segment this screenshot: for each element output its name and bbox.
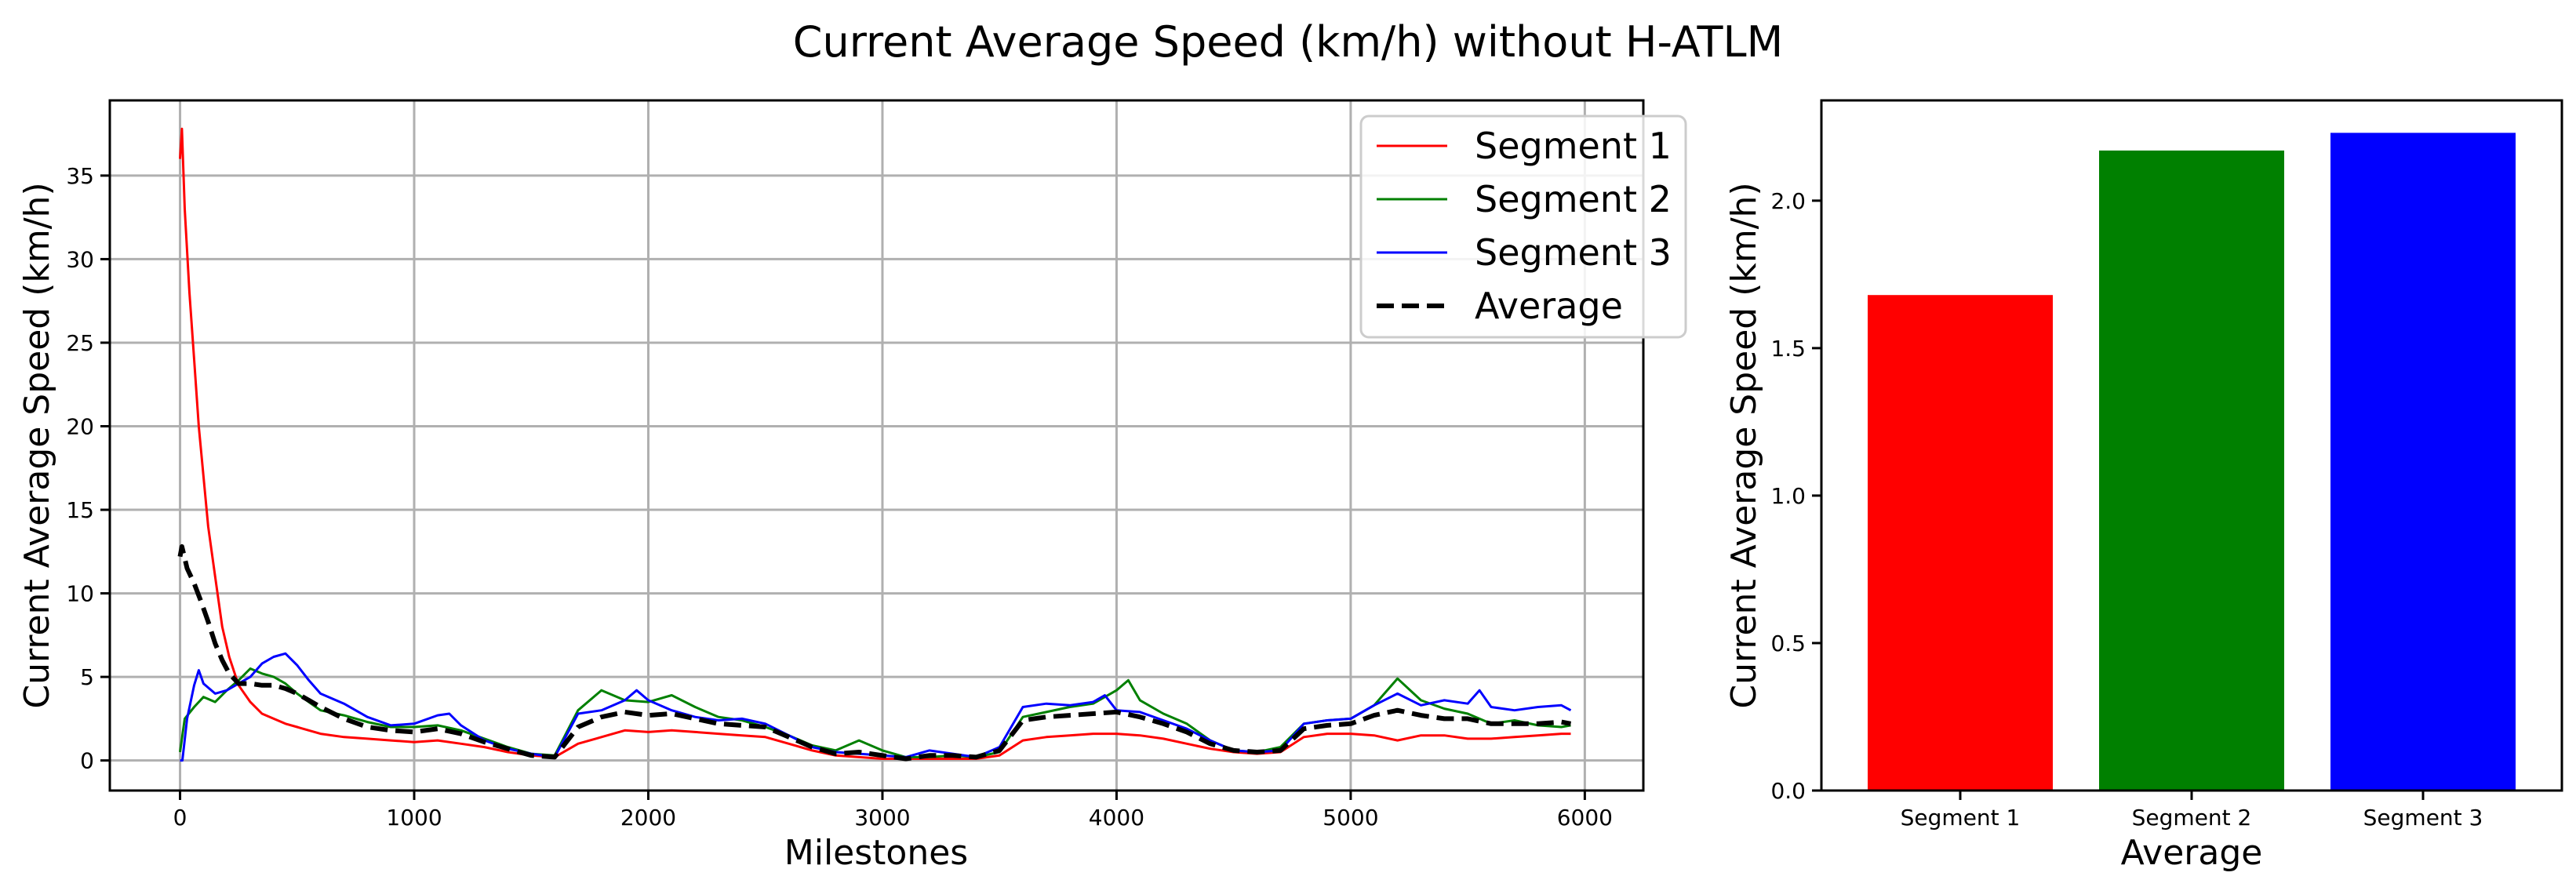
legend-label-segment-1: Segment 1 [1475, 125, 1672, 167]
legend: Segment 1 Segment 2 Segment 3 Average [1359, 115, 1687, 339]
line-chart-y-tick-label: 35 [66, 163, 94, 189]
line-chart-x-label: Milestones [784, 833, 968, 873]
figure-title: Current Average Speed (km/h) without H-A… [793, 17, 1783, 67]
legend-label-segment-3: Segment 3 [1475, 231, 1672, 274]
bar-chart-y-tick-label: 2.0 [1770, 188, 1806, 214]
line-chart-y-tick-label: 20 [66, 413, 94, 439]
bar-chart-y-tick-label: 1.5 [1770, 336, 1806, 362]
bar-chart-y-tick-label: 1.0 [1770, 483, 1806, 509]
series-line-average [177, 543, 1572, 762]
bar-segment-3 [2330, 133, 2516, 791]
bar-chart-bars [1868, 133, 2516, 791]
bar-chart: Segment 1 Segment 2 Segment 3 0.0 0.5 1.0 1.5… [1724, 99, 2563, 873]
line-chart-x-tick-label: 4000 [1089, 805, 1144, 831]
line-chart-x-tick-label: 3000 [854, 805, 910, 831]
line-chart-y-tick-label: 10 [66, 581, 94, 607]
line-chart-x-tick-label: 2000 [620, 805, 676, 831]
bar-chart-x-label: Average [2121, 833, 2263, 873]
line-chart-y-tick-label: 25 [66, 330, 94, 356]
legend-label-segment-2: Segment 2 [1475, 178, 1672, 220]
line-chart-y-tick-label: 5 [80, 664, 94, 690]
series-line-segment-1 [179, 127, 1571, 760]
line-chart-y-label: Current Average Speed (km/h) [17, 182, 57, 708]
line-chart-x-tick-label: 0 [173, 805, 187, 831]
series-line-segment-3 [180, 652, 1572, 762]
line-chart-y-tick-label: 0 [80, 748, 94, 774]
legend-label-average: Average [1475, 285, 1623, 327]
line-chart-series [177, 127, 1572, 762]
bar-chart-y-tick-label: 0.0 [1770, 778, 1806, 804]
line-chart-x-tick-label: 1000 [386, 805, 442, 831]
line-chart-x-tick-label: 5000 [1323, 805, 1378, 831]
bar-chart-x-ticks: Segment 1 Segment 2 Segment 3 [1901, 791, 2483, 831]
line-chart-y-tick-label: 30 [66, 246, 94, 272]
bar-segment-2 [2099, 150, 2284, 791]
bar-chart-x-tick-label: Segment 3 [2363, 805, 2483, 831]
line-chart-y-ticks: 0 5 10 15 20 25 30 35 [66, 163, 110, 774]
legend-box [1359, 115, 1687, 339]
line-chart-y-tick-label: 15 [66, 497, 94, 523]
line-chart: 0 1000 2000 3000 4000 5000 6000 0 5 10 15 20 25 30 35… [17, 99, 1687, 873]
line-chart-x-tick-label: 6000 [1557, 805, 1613, 831]
bar-chart-y-ticks: 0.0 0.5 1.0 1.5 2.0 [1770, 188, 1821, 804]
bar-chart-x-tick-label: Segment 1 [1901, 805, 2021, 831]
line-chart-frame [108, 99, 1645, 792]
bar-chart-y-tick-label: 0.5 [1770, 631, 1806, 656]
bar-chart-x-tick-label: Segment 2 [2132, 805, 2252, 831]
line-chart-x-ticks: 0 1000 2000 3000 4000 5000 6000 [173, 791, 1613, 831]
bar-chart-y-label: Current Average Speed (km/h) [1724, 182, 1764, 708]
bar-segment-1 [1868, 295, 2053, 791]
